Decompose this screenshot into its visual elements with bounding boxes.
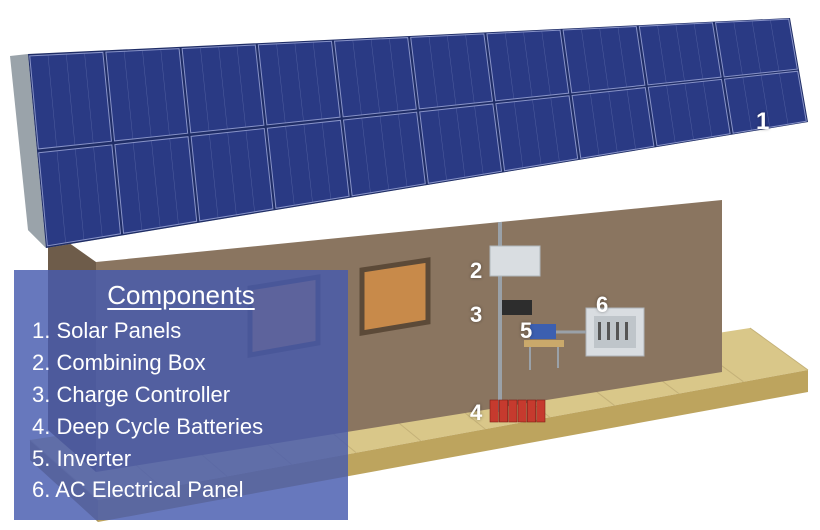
callout-number: 5 — [520, 318, 532, 344]
callout-number: 4 — [470, 400, 482, 426]
battery-cell — [509, 400, 517, 422]
inverter — [530, 324, 556, 339]
callout-number: 2 — [470, 258, 482, 284]
callout-number: 1 — [756, 108, 769, 136]
legend-item: 4. Deep Cycle Batteries — [32, 411, 330, 443]
legend-item: 3. Charge Controller — [32, 379, 330, 411]
battery-cell — [518, 400, 526, 422]
window — [362, 260, 428, 333]
legend-item: 6. AC Electrical Panel — [32, 474, 330, 506]
callout-number: 3 — [470, 302, 482, 328]
legend-item: 5. Inverter — [32, 443, 330, 475]
battery-cell — [537, 400, 545, 422]
components-legend: Components 1. Solar Panels2. Combining B… — [14, 270, 348, 520]
combining-box — [490, 246, 540, 276]
battery-cell — [499, 400, 507, 422]
breaker — [598, 322, 601, 340]
legend-item: 1. Solar Panels — [32, 315, 330, 347]
legend-list: 1. Solar Panels2. Combining Box3. Charge… — [32, 315, 330, 506]
legend-item: 2. Combining Box — [32, 347, 330, 379]
breaker — [625, 322, 628, 340]
charge-controller — [502, 300, 532, 315]
callout-number: 6 — [596, 292, 608, 318]
breaker — [607, 322, 610, 340]
battery-cell — [527, 400, 535, 422]
breaker — [616, 322, 619, 340]
battery-cell — [490, 400, 498, 422]
legend-title: Components — [32, 280, 330, 311]
